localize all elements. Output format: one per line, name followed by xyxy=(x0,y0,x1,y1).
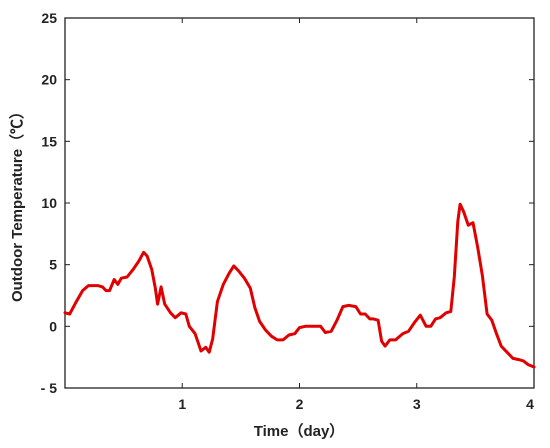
y-tick-label: 15 xyxy=(41,133,57,149)
y-axis-label: Outdoor Temperature（℃） xyxy=(8,104,26,302)
y-tick-label: 20 xyxy=(41,72,57,88)
x-axis-label: Time（day） xyxy=(254,422,345,440)
x-tick-label: 1 xyxy=(178,396,186,412)
y-tick-label: 5 xyxy=(49,257,57,273)
y-axis-ticks: - 5 0 5 10 15 20 25 xyxy=(41,10,534,396)
temperature-series-line xyxy=(63,202,536,369)
x-axis-ticks: 1 2 3 4 xyxy=(178,18,535,412)
x-tick-label: 3 xyxy=(413,396,421,412)
y-tick-label: - 5 xyxy=(41,380,58,396)
y-tick-label: 25 xyxy=(41,10,57,26)
y-tick-label: 0 xyxy=(49,318,57,334)
y-tick-label: 10 xyxy=(41,195,57,211)
series-layer xyxy=(63,202,536,369)
x-tick-label: 4 xyxy=(526,396,534,412)
plot-area xyxy=(64,17,535,389)
x-tick-label: 2 xyxy=(296,396,304,412)
